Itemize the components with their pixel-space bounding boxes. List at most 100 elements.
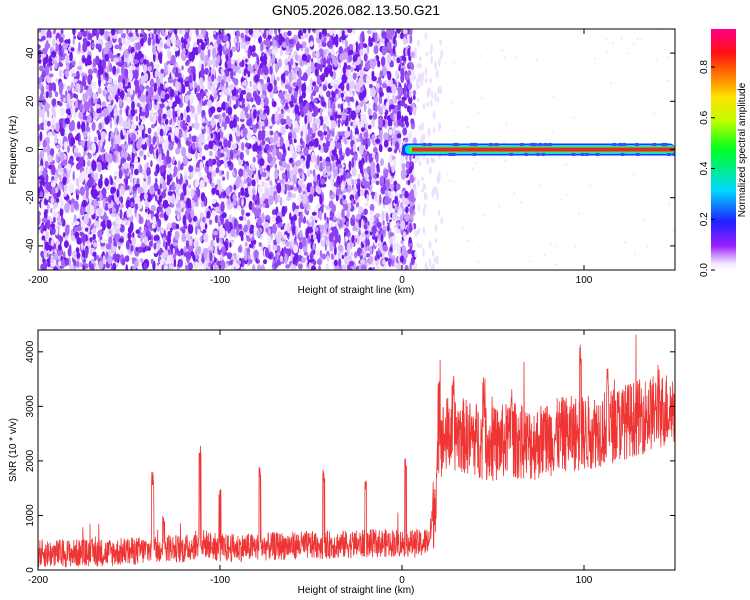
noise-blob (69, 61, 73, 70)
noise-blob (73, 35, 76, 40)
noise-blob (317, 232, 321, 244)
noise-blob (131, 152, 135, 164)
noise-blob (177, 142, 182, 149)
noise-blob (87, 68, 93, 75)
noise-blob (300, 211, 303, 222)
noise-blob (334, 36, 339, 48)
noise-blob (126, 96, 132, 104)
noise-blob (105, 243, 112, 250)
noise-blob (381, 210, 385, 221)
noise-blob (315, 50, 320, 59)
noise-blob (128, 32, 134, 38)
noise-blob (348, 49, 354, 56)
noise-blob (150, 258, 154, 264)
noise-blob (90, 263, 95, 270)
noise-blob (264, 203, 270, 209)
noise-blob (365, 154, 368, 163)
noise-blob (143, 154, 147, 161)
noise-blob (94, 172, 99, 182)
noise-blob (247, 49, 251, 59)
noise-blob (301, 124, 308, 135)
noise-blob (140, 191, 144, 201)
noise-blob (40, 224, 45, 229)
noise-blob (333, 215, 336, 220)
noise-blob (212, 144, 218, 151)
noise-blob (40, 250, 45, 258)
noise-blob (174, 126, 179, 137)
noise-blob (307, 29, 311, 34)
noise-blob (268, 29, 273, 36)
noise-blob (71, 220, 75, 226)
noise-blob (409, 29, 413, 36)
noise-blob (218, 91, 225, 96)
noise-blob (218, 141, 223, 147)
noise-blob (181, 36, 184, 44)
noise-blob (342, 52, 349, 58)
noise-blob (322, 115, 329, 122)
noise-blob (131, 133, 137, 142)
noise-blob (56, 122, 60, 133)
noise-blob (335, 88, 339, 94)
noise-blob (85, 61, 88, 66)
noise-blob (104, 72, 108, 78)
noise-blob (74, 220, 80, 226)
noise-blob (108, 236, 113, 245)
noise-blob (107, 35, 111, 42)
noise-blob (364, 230, 369, 235)
noise-blob (72, 29, 76, 36)
noise-blob (378, 117, 383, 129)
spectrogram-data (38, 29, 675, 270)
noise-blob (285, 103, 288, 108)
noise-blob (58, 101, 63, 107)
noise-blob (224, 151, 227, 161)
noise-blob (203, 138, 207, 145)
noise-blob (273, 79, 277, 86)
noise-blob (234, 263, 240, 269)
noise-blob (75, 94, 79, 100)
noise-blob (367, 29, 372, 35)
noise-blob (376, 163, 380, 171)
noise-blob (72, 250, 77, 260)
noise-blob (87, 140, 90, 151)
noise-blob (101, 187, 107, 196)
noise-blob (180, 146, 187, 157)
noise-blob (275, 63, 279, 74)
noise-blob (195, 151, 198, 160)
noise-blob (331, 90, 334, 97)
noise-blob (248, 29, 254, 35)
noise-blob (153, 29, 157, 35)
noise-blob (361, 30, 365, 42)
noise-blob (272, 100, 277, 108)
noise-blob (211, 73, 215, 82)
noise-blob (281, 109, 284, 114)
noise-blob (256, 57, 260, 66)
noise-blob (330, 120, 337, 129)
noise-blob (188, 75, 193, 84)
noise-blob (114, 44, 120, 50)
noise-blob (175, 195, 180, 200)
noise-blob (344, 255, 350, 265)
noise-blob (127, 54, 133, 63)
noise-blob (127, 119, 131, 130)
noise-blob (82, 30, 88, 38)
noise-blob (358, 92, 365, 101)
noise-blob (100, 131, 107, 139)
noise-blob (100, 148, 106, 153)
noise-blob (49, 65, 53, 72)
noise-blob (249, 80, 252, 88)
noise-blob (68, 183, 75, 194)
noise-blob (350, 110, 357, 121)
noise-blob (285, 241, 290, 247)
noise-blob (203, 144, 210, 151)
noise-blob (98, 260, 104, 270)
noise-blob (94, 29, 98, 34)
noise-blob (316, 154, 320, 166)
noise-blob (60, 29, 64, 35)
noise-blob (374, 31, 378, 43)
noise-blob (60, 127, 66, 137)
noise-blob (327, 107, 332, 113)
noise-blob (78, 157, 84, 169)
noise-blob (125, 264, 128, 270)
noise-blob (139, 150, 144, 157)
noise-blob (363, 168, 367, 174)
